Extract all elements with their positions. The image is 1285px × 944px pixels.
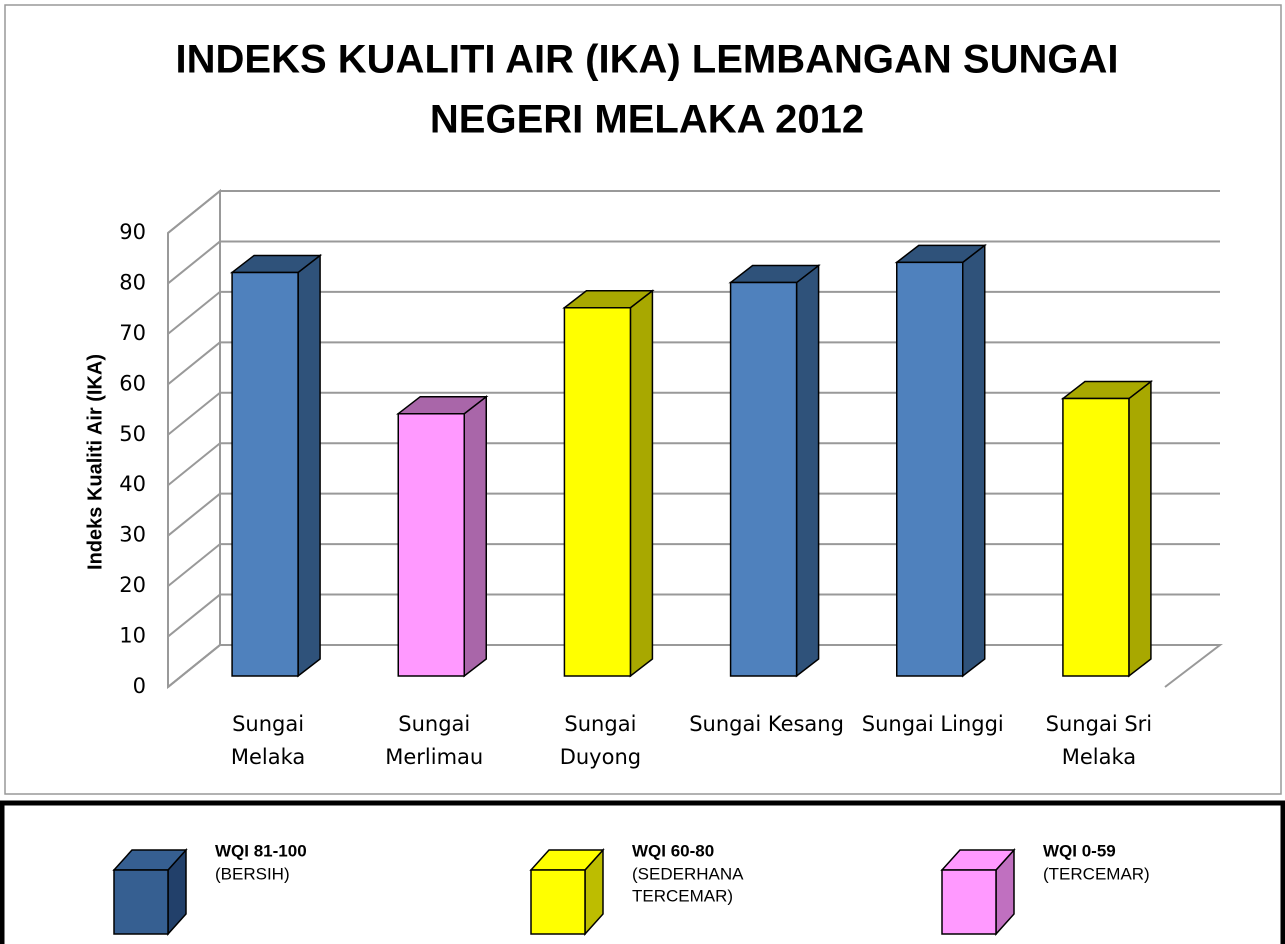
y-tick-label: 20 — [119, 573, 146, 597]
y-axis-label: Indeks Kualiti Air (IKA) — [84, 354, 106, 570]
x-tick-label: Sungai Linggi — [862, 712, 1004, 736]
legend-swatch — [941, 869, 997, 935]
y-tick-label: 70 — [119, 321, 146, 345]
legend-frame — [0, 800, 1285, 944]
grid-line — [167, 442, 221, 487]
x-tick-label: Melaka — [231, 745, 305, 769]
grid-line — [167, 644, 221, 688]
legend-swatch — [530, 869, 586, 935]
x-tick-label: Duyong — [560, 745, 641, 769]
x-tick-label: Sungai — [564, 712, 636, 736]
bar-side — [1128, 380, 1152, 678]
y-tick-label: 90 — [119, 220, 146, 244]
y-tick-label: 50 — [119, 422, 146, 446]
bar-side — [297, 253, 321, 678]
y-tick-label: 10 — [119, 624, 146, 648]
y-tick-label: 0 — [133, 674, 146, 698]
grid-line — [167, 593, 221, 638]
grid-line — [167, 291, 221, 335]
bar-front — [896, 261, 964, 677]
grid-line — [167, 341, 221, 386]
bar-front — [231, 271, 299, 677]
chart-title: INDEKS KUALITI AIR (IKA) LEMBANGAN SUNGA… — [176, 38, 1119, 82]
x-tick-label: Sungai — [232, 712, 304, 736]
grid-line — [167, 190, 221, 234]
legend-title: WQI 0-59 — [1043, 841, 1116, 860]
bar-side — [629, 289, 654, 678]
bar-side — [962, 243, 986, 678]
x-tick-label: Sungai Kesang — [689, 712, 844, 736]
y-tick-label: 40 — [119, 472, 146, 496]
bar-side — [795, 264, 820, 678]
legend-title: WQI 81-100 — [215, 841, 307, 860]
bar — [728, 264, 821, 678]
bar-front — [397, 412, 465, 677]
bar-front — [1062, 397, 1130, 677]
grid-line — [167, 391, 221, 436]
bar — [894, 243, 987, 678]
bar-front — [563, 307, 632, 677]
x-tick-label: Merlimau — [385, 745, 483, 769]
legend-title: WQI 60-80 — [632, 841, 714, 860]
legend-swatch — [113, 869, 169, 935]
bar — [562, 289, 655, 678]
bar-front — [729, 281, 798, 677]
bar — [396, 395, 489, 678]
legend-label: (BERSIH) — [215, 864, 290, 883]
x-tick-label: Sungai Sri — [1046, 712, 1152, 736]
y-tick-label: 80 — [119, 270, 146, 294]
grid-line — [167, 492, 221, 537]
legend-label: TERCEMAR) — [632, 886, 733, 905]
x-tick-label: Melaka — [1062, 745, 1136, 769]
bar — [1060, 380, 1154, 678]
y-tick-label: 30 — [119, 523, 146, 547]
x-tick-label: Sungai — [398, 712, 470, 736]
legend-label: (SEDERHANA — [632, 864, 744, 883]
legend-label: (TERCEMAR) — [1043, 864, 1150, 883]
bar — [229, 253, 323, 678]
y-tick-label: 60 — [119, 371, 146, 395]
grid-line — [167, 543, 221, 587]
grid-line — [167, 240, 221, 285]
chart-title: NEGERI MELAKA 2012 — [430, 98, 864, 142]
bar-side — [463, 395, 487, 678]
